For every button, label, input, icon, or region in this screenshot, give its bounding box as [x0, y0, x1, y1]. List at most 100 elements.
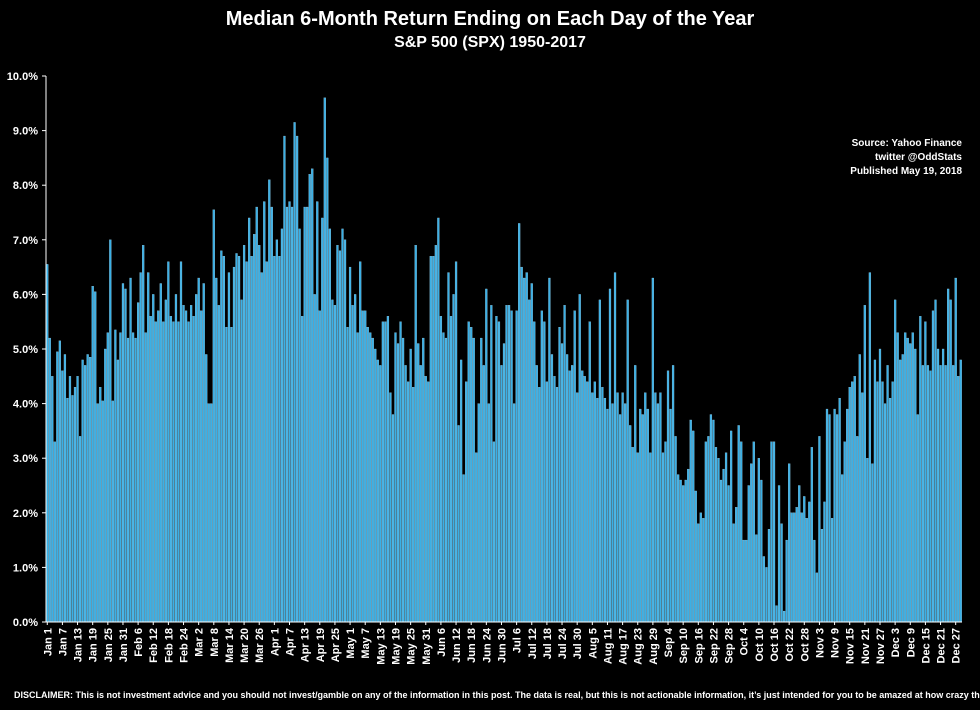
bar: [240, 299, 243, 623]
bar: [856, 436, 859, 623]
bar: [916, 414, 919, 623]
bar: [114, 329, 117, 623]
bar: [210, 403, 213, 623]
bar: [126, 337, 130, 623]
bar: [664, 441, 667, 623]
bar: [598, 299, 601, 623]
x-tick-label: Nov 21: [860, 628, 872, 664]
bar: [780, 523, 783, 623]
bar: [611, 403, 614, 623]
bar: [53, 441, 56, 623]
bar: [596, 397, 599, 623]
bar: [192, 316, 195, 623]
x-tick-label: Feb 12: [148, 628, 160, 663]
bar: [906, 337, 909, 623]
bar: [61, 370, 64, 623]
twitter-line: twitter @OddStats: [875, 152, 962, 163]
bar: [581, 370, 584, 623]
bar: [313, 294, 316, 623]
bar: [323, 97, 326, 623]
bar: [866, 458, 869, 623]
bar: [929, 370, 932, 623]
bar: [359, 261, 362, 623]
x-tick-label: May 13: [375, 628, 387, 665]
bar: [89, 357, 92, 623]
bar: [497, 321, 501, 623]
bar: [490, 305, 493, 623]
y-tick-label: 10.0%: [7, 71, 38, 83]
bar: [502, 343, 506, 623]
bar: [528, 299, 531, 623]
bar: [275, 239, 278, 623]
bar: [68, 376, 72, 623]
x-tick-label: Dec 3: [890, 628, 902, 657]
bar: [750, 463, 753, 623]
bar: [767, 529, 771, 623]
bar: [152, 294, 155, 623]
y-tick-label: 1.0%: [13, 562, 38, 574]
bar: [250, 256, 253, 623]
bar: [295, 135, 299, 623]
bar: [331, 299, 334, 623]
bar: [641, 414, 644, 623]
bar: [697, 523, 700, 623]
bar: [454, 261, 458, 623]
bar: [512, 403, 516, 623]
bar: [926, 365, 930, 623]
bar: [293, 122, 296, 623]
bar: [147, 272, 150, 623]
x-tick-label: Nov 3: [814, 628, 826, 658]
bar: [189, 305, 193, 623]
bar: [462, 474, 465, 623]
x-tick-label: May 31: [421, 628, 433, 665]
bar: [535, 365, 538, 623]
x-tick-label: Jan 19: [88, 628, 100, 662]
bar: [184, 310, 188, 623]
bar: [96, 403, 99, 623]
bar: [909, 343, 912, 623]
bar: [480, 337, 483, 623]
bar: [157, 310, 160, 623]
bar: [666, 370, 670, 623]
x-tick-label: Nov 9: [830, 628, 842, 658]
bar: [669, 408, 672, 623]
bar: [798, 485, 801, 623]
bar: [899, 359, 902, 623]
bar: [762, 556, 766, 623]
x-tick-label: Apr 13: [300, 628, 312, 662]
bar: [828, 414, 831, 623]
bar: [111, 400, 114, 623]
bar: [482, 365, 485, 623]
bar: [679, 479, 682, 623]
bar: [288, 201, 291, 623]
source-line: Source: Yahoo Finance: [851, 138, 962, 149]
bar: [644, 392, 647, 623]
x-tick-label: Jun 6: [436, 628, 448, 657]
bar: [629, 425, 632, 623]
bar: [510, 310, 513, 623]
bar: [437, 217, 440, 623]
bar: [563, 305, 566, 623]
bar: [91, 286, 94, 623]
bar: [124, 288, 127, 623]
bar: [131, 332, 135, 623]
x-tick-label: Jan 25: [103, 628, 115, 662]
x-tick-label: Oct 28: [799, 628, 811, 662]
x-tick-label: Aug 11: [602, 628, 614, 664]
bar: [947, 288, 950, 623]
bar: [71, 395, 74, 623]
bar: [742, 539, 745, 623]
x-tick-label: Nov 15: [845, 628, 857, 664]
bar: [422, 337, 425, 623]
bar: [843, 441, 846, 623]
bar: [548, 277, 551, 623]
bar: [174, 294, 178, 623]
bar: [149, 316, 152, 623]
x-tick-label: Oct 10: [754, 628, 766, 662]
bar: [677, 474, 680, 623]
x-tick-label: Mar 20: [239, 628, 251, 663]
bar: [265, 261, 268, 623]
bar: [492, 441, 496, 623]
bar: [618, 414, 622, 623]
